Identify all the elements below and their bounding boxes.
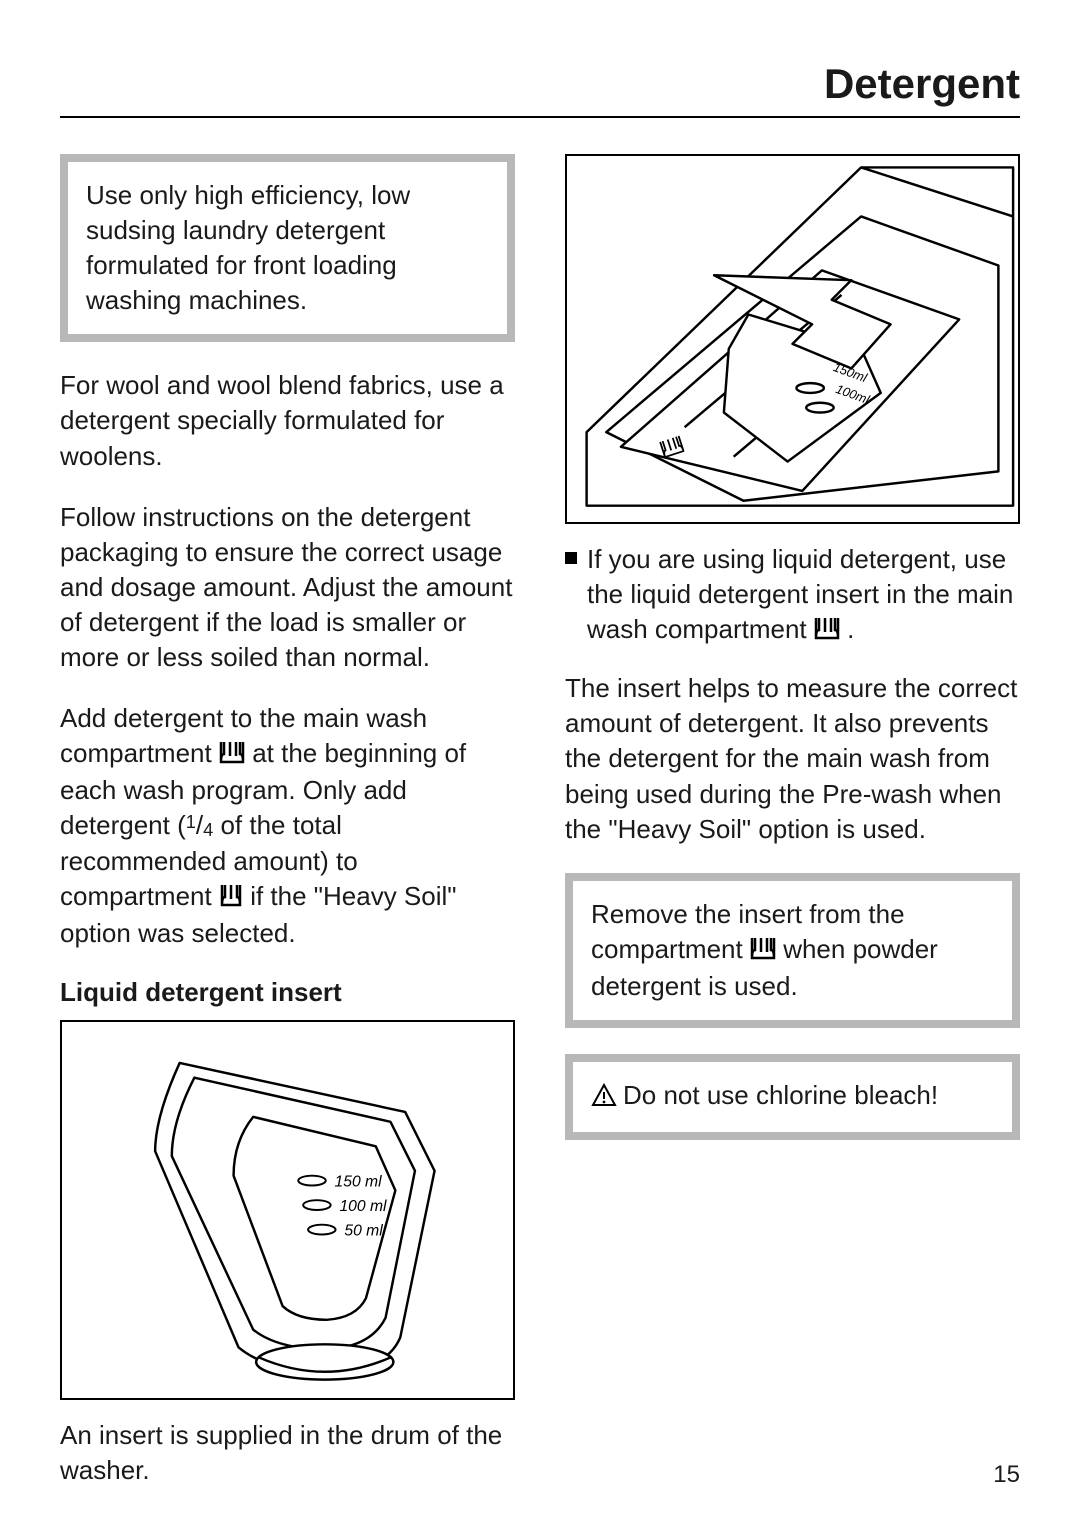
two-column-layout: Use only high efficiency, low sudsing la… <box>60 154 1020 1514</box>
level-150-label: 150 ml <box>335 1173 383 1190</box>
insert-purpose-paragraph: The insert helps to measure the correct … <box>565 671 1020 846</box>
text-segment: If you are using liquid detergent, use t… <box>587 544 1013 644</box>
dosage-paragraph: Follow instructions on the detergent pac… <box>60 500 515 675</box>
liquid-insert-heading: Liquid detergent insert <box>60 977 515 1008</box>
text-segment: . <box>840 614 854 644</box>
left-column: Use only high efficiency, low sudsing la… <box>60 154 515 1514</box>
bleach-warning-callout: Do not use chlorine bleach! <box>565 1054 1020 1140</box>
liquid-use-bullet: If you are using liquid detergent, use t… <box>565 542 1020 649</box>
efficiency-callout: Use only high efficiency, low sudsing la… <box>60 154 515 342</box>
level-100-label: 100 ml <box>339 1198 387 1215</box>
warning-icon <box>591 1081 617 1116</box>
wool-paragraph: For wool and wool blend fabrics, use a d… <box>60 368 515 473</box>
compartment-paragraph: Add detergent to the main wash compartme… <box>60 701 515 951</box>
main-wash-compartment-icon <box>750 934 776 969</box>
supplied-paragraph: An insert is supplied in the drum of the… <box>60 1418 515 1488</box>
drawer-figure: 150ml 100ml <box>565 154 1020 524</box>
main-wash-compartment-icon <box>814 614 840 649</box>
liquid-insert-figure: 150 ml 100 ml 50 ml <box>60 1020 515 1400</box>
remove-insert-callout: Remove the insert from the compartment w… <box>565 873 1020 1028</box>
right-column: 150ml 100ml If you are using liquid dete… <box>565 154 1020 1514</box>
page-number: 15 <box>993 1461 1020 1489</box>
page-title: Detergent <box>60 60 1020 108</box>
title-underline <box>60 116 1020 118</box>
main-wash-compartment-icon <box>219 738 245 773</box>
fraction-denominator: 4 <box>203 820 213 840</box>
level-50-label: 50 ml <box>344 1222 383 1239</box>
prewash-compartment-icon <box>219 881 243 916</box>
fraction-numerator: 1 <box>186 812 196 832</box>
warning-text: Do not use chlorine bleach! <box>623 1080 938 1110</box>
bullet-marker-icon <box>565 552 577 564</box>
